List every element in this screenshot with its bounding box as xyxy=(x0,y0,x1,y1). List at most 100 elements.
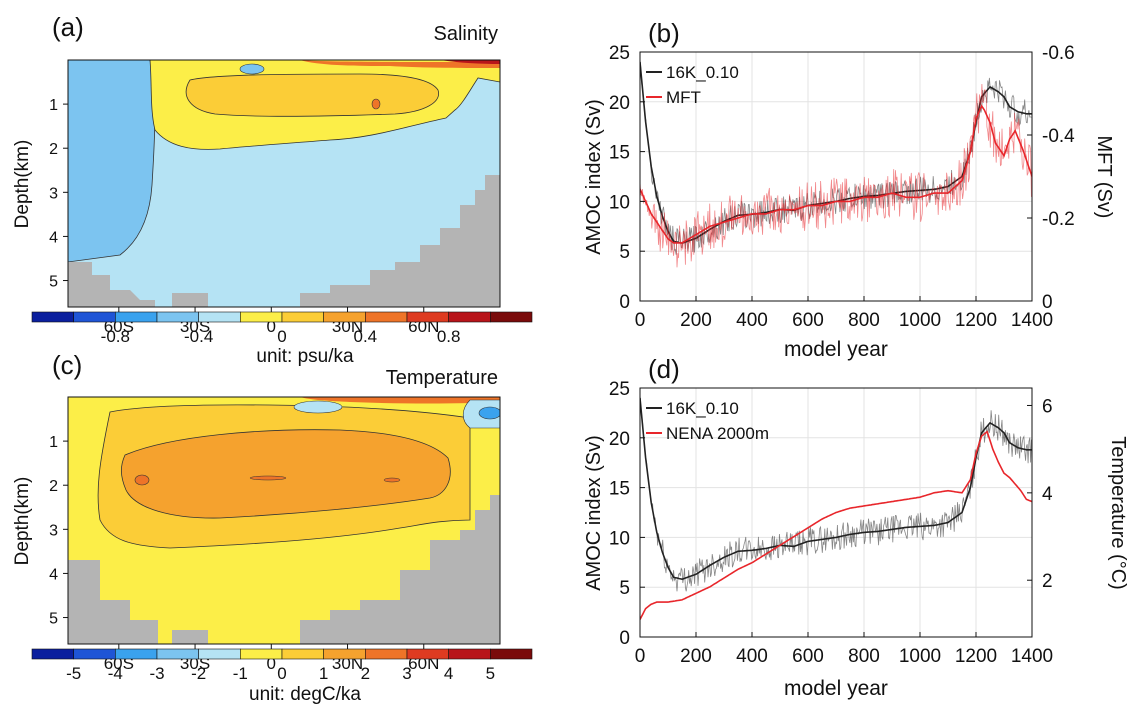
b-xtick-label: 1000 xyxy=(899,310,941,331)
a-colorbar-swatch xyxy=(365,311,408,323)
d-xtick-label: 1200 xyxy=(955,646,997,667)
c-ytick-label: 1 xyxy=(49,434,58,451)
c-colorbar-tick: 0 xyxy=(277,664,286,683)
d-xtick-label: 200 xyxy=(680,646,712,667)
panel-a-title: Salinity xyxy=(434,23,498,45)
panel-d: (d) 0 200 400 600 800 1000 1200 1400 0 5 10 15 20 25 2… xyxy=(583,354,1129,700)
c-colorbar-tick: 2 xyxy=(361,664,370,683)
a-ytick-label: 5 xyxy=(49,274,58,291)
d-ytick-label-right: 6 xyxy=(1042,396,1053,417)
b-xtick-label: 200 xyxy=(680,310,712,331)
c-colorbar-swatch xyxy=(73,648,116,660)
panel-d-legend: 16K_0.10 NENA 2000m xyxy=(646,399,769,443)
panel-a-colorbar-unit: unit: psu/ka xyxy=(256,346,354,367)
c-colorbar-swatch xyxy=(240,648,283,660)
b-xtick-label: 800 xyxy=(848,310,880,331)
panel-b-letter: (b) xyxy=(648,18,680,48)
d-xtick-label: 400 xyxy=(736,646,768,667)
panel-b-axes: 0 200 400 600 800 1000 1200 140005101520250-0.2… xyxy=(609,43,1075,331)
d-xtick-label: 1000 xyxy=(899,646,941,667)
a-colorbar-tick: 0.8 xyxy=(437,327,461,346)
c-colorbar-swatch xyxy=(365,648,408,660)
d-xtick-label: 0 xyxy=(635,646,646,667)
panel-c-cooling-spot xyxy=(293,400,343,414)
a-colorbar-swatch xyxy=(490,311,533,323)
panel-b-ylabel-left: AMOC index (Sv) xyxy=(583,99,605,255)
panel-b: (b) 0 200 400 600 800 1000 1200 140005101520250… xyxy=(583,18,1115,361)
a-ytick-label: 1 xyxy=(49,97,58,114)
c-colorbar-tick: -5 xyxy=(66,664,81,683)
c-colorbar-tick: -2 xyxy=(191,664,206,683)
a-ytick-label: 3 xyxy=(49,185,58,202)
d-legend-label: NENA 2000m xyxy=(666,424,769,443)
c-colorbar-swatch xyxy=(198,648,241,660)
a-ytick-label: 2 xyxy=(49,141,58,158)
b-ytick-label-right: -0.6 xyxy=(1042,43,1075,64)
d-series-raw xyxy=(640,394,1032,592)
b-ytick-label-left: 20 xyxy=(609,93,630,114)
panel-a-colorbar: -0.8 -0.4 0 0.4 0.8 xyxy=(31,311,533,346)
d-series-line xyxy=(640,430,1032,620)
panel-a-field xyxy=(68,60,500,307)
b-ytick-label-right: -0.4 xyxy=(1042,126,1075,147)
d-series-line xyxy=(640,397,1032,581)
c-colorbar-tick: -3 xyxy=(149,664,164,683)
c-colorbar-swatch xyxy=(490,648,533,660)
panel-d-ylabel-left: AMOC index (Sv) xyxy=(583,435,605,591)
b-ytick-label-left: 25 xyxy=(609,43,630,64)
panel-c-topography-mask xyxy=(68,495,500,644)
panel-c-warming-2-region xyxy=(120,429,451,519)
panel-c-arctic-cooling-core xyxy=(478,406,500,420)
c-colorbar-swatch xyxy=(406,648,449,660)
panel-c-colorbar-unit: unit: degC/ka xyxy=(249,684,361,705)
b-legend-label: MFT xyxy=(666,88,701,107)
c-ytick-label: 3 xyxy=(49,522,58,539)
d-legend-label: 16K_0.10 xyxy=(666,399,739,418)
a-colorbar-swatch xyxy=(198,311,241,323)
a-colorbar-swatch xyxy=(156,311,199,323)
b-ytick-label-left: 10 xyxy=(609,192,630,213)
c-colorbar-swatch xyxy=(31,648,74,660)
panel-a-ylabel: Depth(km) xyxy=(12,140,33,229)
panel-c-local-maximum-west xyxy=(134,474,150,486)
a-colorbar-swatch xyxy=(240,311,283,323)
b-ytick-label-right: 0 xyxy=(1042,292,1053,313)
panel-c-ylabel: Depth(km) xyxy=(12,477,33,566)
b-ytick-label-left: 5 xyxy=(619,242,630,263)
a-colorbar-swatch xyxy=(448,311,491,323)
a-colorbar-swatch xyxy=(323,311,366,323)
panel-c-colorbar: -5 -4 -3 -2 -1 0 1 2 3 4 5 xyxy=(31,648,533,683)
panel-d-frame xyxy=(639,387,1033,638)
c-colorbar-swatch xyxy=(323,648,366,660)
panel-c-field xyxy=(68,397,500,644)
panel-a-frame xyxy=(67,59,501,308)
panel-a-surface-core xyxy=(440,60,500,64)
b-series-raw xyxy=(640,83,1032,268)
c-ytick-label: 2 xyxy=(49,478,58,495)
c-colorbar-tick: -1 xyxy=(233,664,248,683)
d-xtick-label: 1400 xyxy=(1011,646,1053,667)
a-ytick-label: 4 xyxy=(49,229,58,246)
panel-c-local-maximum-center xyxy=(249,475,287,481)
d-xtick-label: 800 xyxy=(848,646,880,667)
b-xtick-label: 0 xyxy=(635,310,646,331)
d-ytick-label-left: 0 xyxy=(619,628,630,649)
a-colorbar-swatch xyxy=(406,311,449,323)
panel-b-frame xyxy=(639,51,1033,302)
c-colorbar-tick: 4 xyxy=(444,664,453,683)
c-colorbar-tick: 1 xyxy=(319,664,328,683)
panel-a-salinity-maximum-region xyxy=(185,73,439,117)
d-ytick-label-left: 25 xyxy=(609,379,630,400)
c-colorbar-tick: -4 xyxy=(108,664,123,683)
d-ytick-label-left: 10 xyxy=(609,528,630,549)
a-colorbar-swatch xyxy=(115,311,158,323)
c-xtick-label: 0 xyxy=(267,654,276,673)
d-ytick-label-right: 4 xyxy=(1042,484,1053,505)
c-colorbar-tick: 3 xyxy=(402,664,411,683)
panel-c-letter: (c) xyxy=(52,350,82,380)
panel-d-ylabel-right: Temperature (°C) xyxy=(1107,436,1129,590)
d-ytick-label-right: 2 xyxy=(1042,571,1053,592)
b-ytick-label-left: 15 xyxy=(609,143,630,164)
b-xtick-label: 600 xyxy=(792,310,824,331)
